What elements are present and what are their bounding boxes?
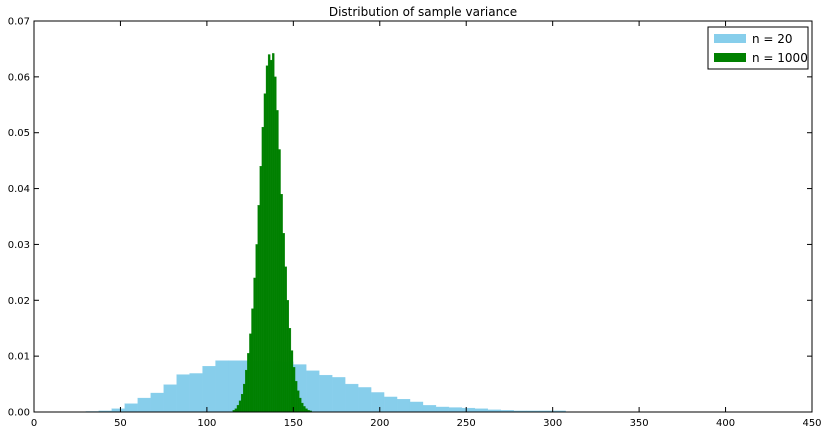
bar-series1-16: [265, 65, 269, 413]
bar-series0-5: [150, 392, 164, 413]
y-tick-label-5: 0.05: [8, 128, 30, 139]
legend-label-n1000: n = 1000: [752, 51, 808, 65]
bar-series1-23: [280, 194, 283, 413]
bar-series1-25: [284, 266, 287, 413]
y-tick-label-7: 0.07: [8, 17, 30, 28]
y-tick-label-1: 0.01: [8, 352, 30, 363]
bar-series1-27: [288, 328, 292, 413]
bar-series1-11: [255, 244, 258, 413]
ticks-layer: 0 50 100 150 200 250 300 350 400 450 0.00 0.01 0.02 0…: [8, 17, 822, 430]
x-tick-label-0: 0: [31, 418, 37, 429]
bar-series1-24: [282, 233, 285, 413]
bar-series1-31: [296, 390, 300, 413]
bar-series0-24: [396, 399, 411, 413]
bar-series0-3: [124, 403, 138, 413]
bar-series0-10: [215, 360, 229, 413]
series-0: [85, 360, 566, 413]
bar-series0-26: [422, 405, 437, 413]
bar-series1-15: [263, 93, 267, 413]
bar-series0-25: [409, 401, 424, 413]
bar-series0-23: [383, 396, 398, 413]
bar-series1-17: [267, 54, 271, 413]
bar-series0-21: [358, 387, 372, 413]
bar-series1-34: [303, 406, 306, 413]
bar-series1-33: [301, 402, 304, 413]
bar-series0-27: [435, 406, 450, 413]
bar-series1-14: [261, 126, 265, 413]
bar-series0-6: [163, 384, 177, 413]
bar-series1-12: [257, 205, 260, 413]
bar-series1-1: [234, 408, 238, 413]
bar-series0-28: [448, 407, 463, 413]
legend-label-n20: n = 20: [752, 32, 793, 46]
bar-series1-32: [299, 397, 302, 413]
x-tick-label-8: 400: [716, 418, 735, 429]
bar-series0-4: [137, 397, 151, 413]
x-tick-label-1: 50: [114, 418, 127, 429]
bar-series1-18: [270, 59, 273, 413]
x-tick-label-9: 450: [802, 418, 821, 429]
bar-series1-20: [274, 76, 277, 413]
bar-series0-19: [332, 377, 346, 413]
bars-layer: [85, 53, 566, 413]
x-tick-label-2: 100: [197, 418, 216, 429]
bar-series1-35: [305, 408, 308, 413]
x-tick-label-4: 200: [370, 418, 389, 429]
bar-series0-20: [345, 383, 359, 413]
bar-series1-13: [259, 166, 263, 413]
bar-series0-8: [189, 373, 203, 413]
series-1: [232, 53, 312, 413]
bar-series1-9: [251, 308, 254, 413]
legend-swatch-n20: [714, 34, 746, 43]
bar-series1-2: [236, 405, 240, 413]
bar-series1-26: [286, 300, 289, 413]
bar-series1-8: [249, 333, 252, 413]
plot-frame: [33, 20, 813, 413]
x-tick-label-7: 350: [630, 418, 649, 429]
bar-series1-3: [238, 400, 242, 413]
bar-series1-4: [240, 393, 244, 413]
bar-series1-28: [290, 350, 294, 413]
bar-series1-10: [253, 277, 256, 413]
bar-series1-7: [247, 353, 250, 413]
bar-series1-19: [272, 53, 275, 413]
bar-series1-21: [276, 110, 279, 413]
bar-series0-17: [306, 370, 320, 413]
bar-series1-30: [294, 381, 298, 413]
legend: n = 20 n = 1000: [707, 26, 809, 70]
bar-series0-2: [111, 408, 125, 413]
bar-series0-7: [176, 374, 190, 413]
y-tick-label-2: 0.02: [8, 296, 30, 307]
bar-series0-18: [319, 374, 333, 413]
chart-title: Distribution of sample variance: [329, 5, 517, 19]
bar-series1-22: [278, 149, 281, 413]
bar-series1-6: [245, 369, 248, 413]
x-tick-label-6: 300: [543, 418, 562, 429]
y-tick-label-4: 0.04: [8, 184, 30, 195]
y-tick-label-0: 0.00: [8, 408, 30, 419]
y-tick-label-6: 0.06: [8, 72, 30, 83]
bar-series0-30: [474, 408, 488, 413]
bar-series0-22: [370, 392, 385, 413]
y-tick-label-3: 0.03: [8, 240, 30, 251]
legend-swatch-n1000: [714, 53, 746, 62]
bar-series0-29: [461, 407, 476, 413]
bar-series1-29: [292, 367, 296, 413]
x-tick-label-5: 250: [457, 418, 476, 429]
bar-series1-5: [243, 383, 246, 413]
x-tick-label-3: 150: [284, 418, 303, 429]
bar-series0-9: [202, 366, 216, 413]
